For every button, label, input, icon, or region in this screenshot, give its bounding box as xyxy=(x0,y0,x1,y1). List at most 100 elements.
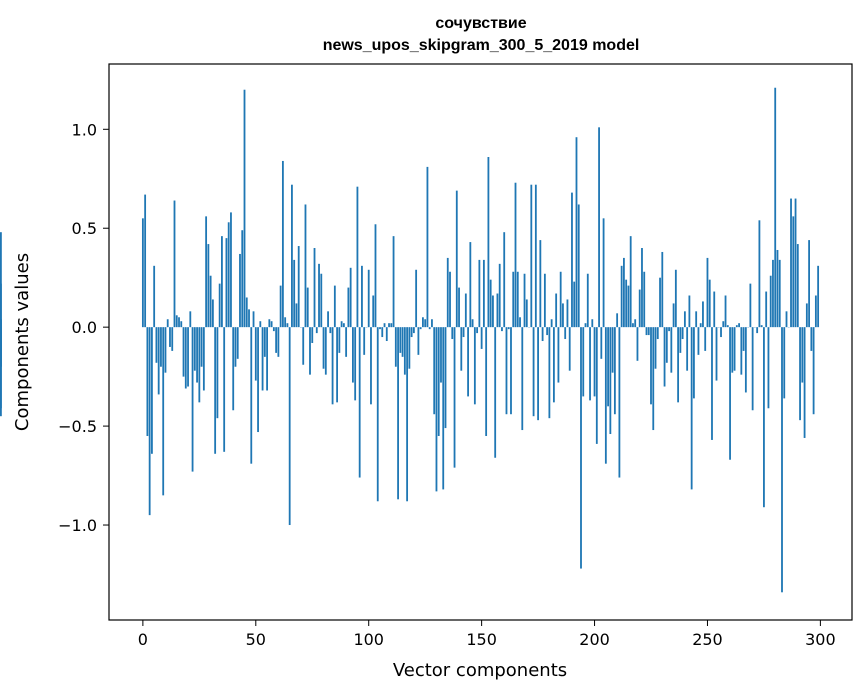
y-tick-label: 0.5 xyxy=(72,219,97,238)
bar-148 xyxy=(476,327,479,334)
bar-101 xyxy=(370,327,372,405)
x-tick-label: 150 xyxy=(466,630,497,649)
y-axis-label: Components values xyxy=(12,253,33,431)
bar-158 xyxy=(498,263,501,328)
bar-73 xyxy=(306,287,309,328)
bar-225 xyxy=(650,327,652,405)
bar-142 xyxy=(462,327,465,338)
bar-263 xyxy=(735,325,738,328)
bar-66 xyxy=(291,184,293,328)
bar-150 xyxy=(480,327,483,349)
x-tick-label: 0 xyxy=(138,630,148,649)
bar-241 xyxy=(686,327,689,371)
bar-276 xyxy=(765,291,768,328)
bar-192 xyxy=(575,137,578,328)
bar-185 xyxy=(559,271,562,328)
bar-218 xyxy=(634,319,637,328)
bar-83 xyxy=(329,327,332,334)
bar-257 xyxy=(722,321,725,328)
bar-261 xyxy=(731,327,734,373)
bar-210 xyxy=(616,313,619,328)
bar-213 xyxy=(623,257,625,328)
bar-2 xyxy=(146,327,149,436)
bar-265 xyxy=(740,327,743,375)
bar-260 xyxy=(729,327,731,460)
bar-296 xyxy=(810,327,813,351)
x-tick-label: 300 xyxy=(805,630,836,649)
bar-146 xyxy=(471,319,474,328)
bar-41 xyxy=(234,327,237,367)
bar-212 xyxy=(620,265,623,328)
x-axis-label: Vector components xyxy=(393,660,567,681)
bar-97 xyxy=(361,265,363,328)
bar-140 xyxy=(458,287,460,328)
bar-246 xyxy=(697,327,700,355)
bar-186 xyxy=(562,303,564,328)
bar-153 xyxy=(487,157,490,328)
bar-232 xyxy=(665,327,668,363)
bar-219 xyxy=(636,327,639,361)
bar-112 xyxy=(394,327,397,367)
bar-108 xyxy=(385,327,388,342)
bar-209 xyxy=(613,327,616,415)
bar-32 xyxy=(214,327,217,454)
bar-36 xyxy=(223,327,226,452)
bar-211 xyxy=(618,327,621,478)
bar-34 xyxy=(218,283,221,328)
bar-203 xyxy=(600,327,603,359)
bar-77 xyxy=(315,327,318,334)
bar-216 xyxy=(629,236,632,328)
bar-44 xyxy=(241,230,244,328)
bar-68 xyxy=(295,303,298,328)
bar-222 xyxy=(643,271,646,328)
bar-75 xyxy=(311,327,314,343)
bar-113 xyxy=(397,327,399,500)
bar-37 xyxy=(225,238,228,328)
bar-128 xyxy=(431,319,433,328)
bar-57 xyxy=(270,321,273,328)
bar-164 xyxy=(512,271,515,328)
bar-132 xyxy=(440,327,442,383)
bar-95 xyxy=(356,186,359,328)
bar-91 xyxy=(347,287,350,328)
bar-92 xyxy=(349,267,352,328)
bar-51 xyxy=(257,327,259,433)
bar-184 xyxy=(557,327,560,383)
bar-175 xyxy=(537,327,539,421)
bar-152 xyxy=(485,327,488,436)
chart-title: сочувствие xyxy=(435,15,526,32)
bar-124 xyxy=(422,317,424,328)
bar-7 xyxy=(157,327,160,395)
bar-114 xyxy=(399,327,402,353)
bar-231 xyxy=(663,327,666,387)
bar-149 xyxy=(478,259,481,328)
bar-56 xyxy=(268,319,271,328)
bar-12 xyxy=(169,327,171,347)
bar-189 xyxy=(568,327,571,371)
bar-220 xyxy=(638,289,641,328)
bar-278 xyxy=(769,275,772,328)
bar-202 xyxy=(598,127,600,328)
bar-169 xyxy=(523,273,526,328)
bar-160 xyxy=(503,232,506,328)
bar-289 xyxy=(794,198,797,328)
bar-269 xyxy=(749,283,752,328)
bar-74 xyxy=(309,327,311,375)
bar-167 xyxy=(519,317,521,328)
bar-154 xyxy=(489,279,492,328)
bar-104 xyxy=(376,327,379,502)
bar-106 xyxy=(381,327,384,338)
bar-127 xyxy=(428,327,431,330)
bar-undefined xyxy=(0,327,2,417)
bar-88 xyxy=(340,321,343,328)
bar-228 xyxy=(656,327,659,340)
bar-233 xyxy=(668,327,670,332)
bar-243 xyxy=(690,327,693,490)
bar-26 xyxy=(200,327,203,367)
bar-65 xyxy=(288,327,291,526)
bar-196 xyxy=(584,323,587,328)
bar-133 xyxy=(442,327,445,490)
bar-253 xyxy=(713,291,716,328)
bar-156 xyxy=(494,327,497,458)
y-axis-ticks: 1.0 0.5 0.0 −0.5 −1.0 xyxy=(58,120,109,535)
